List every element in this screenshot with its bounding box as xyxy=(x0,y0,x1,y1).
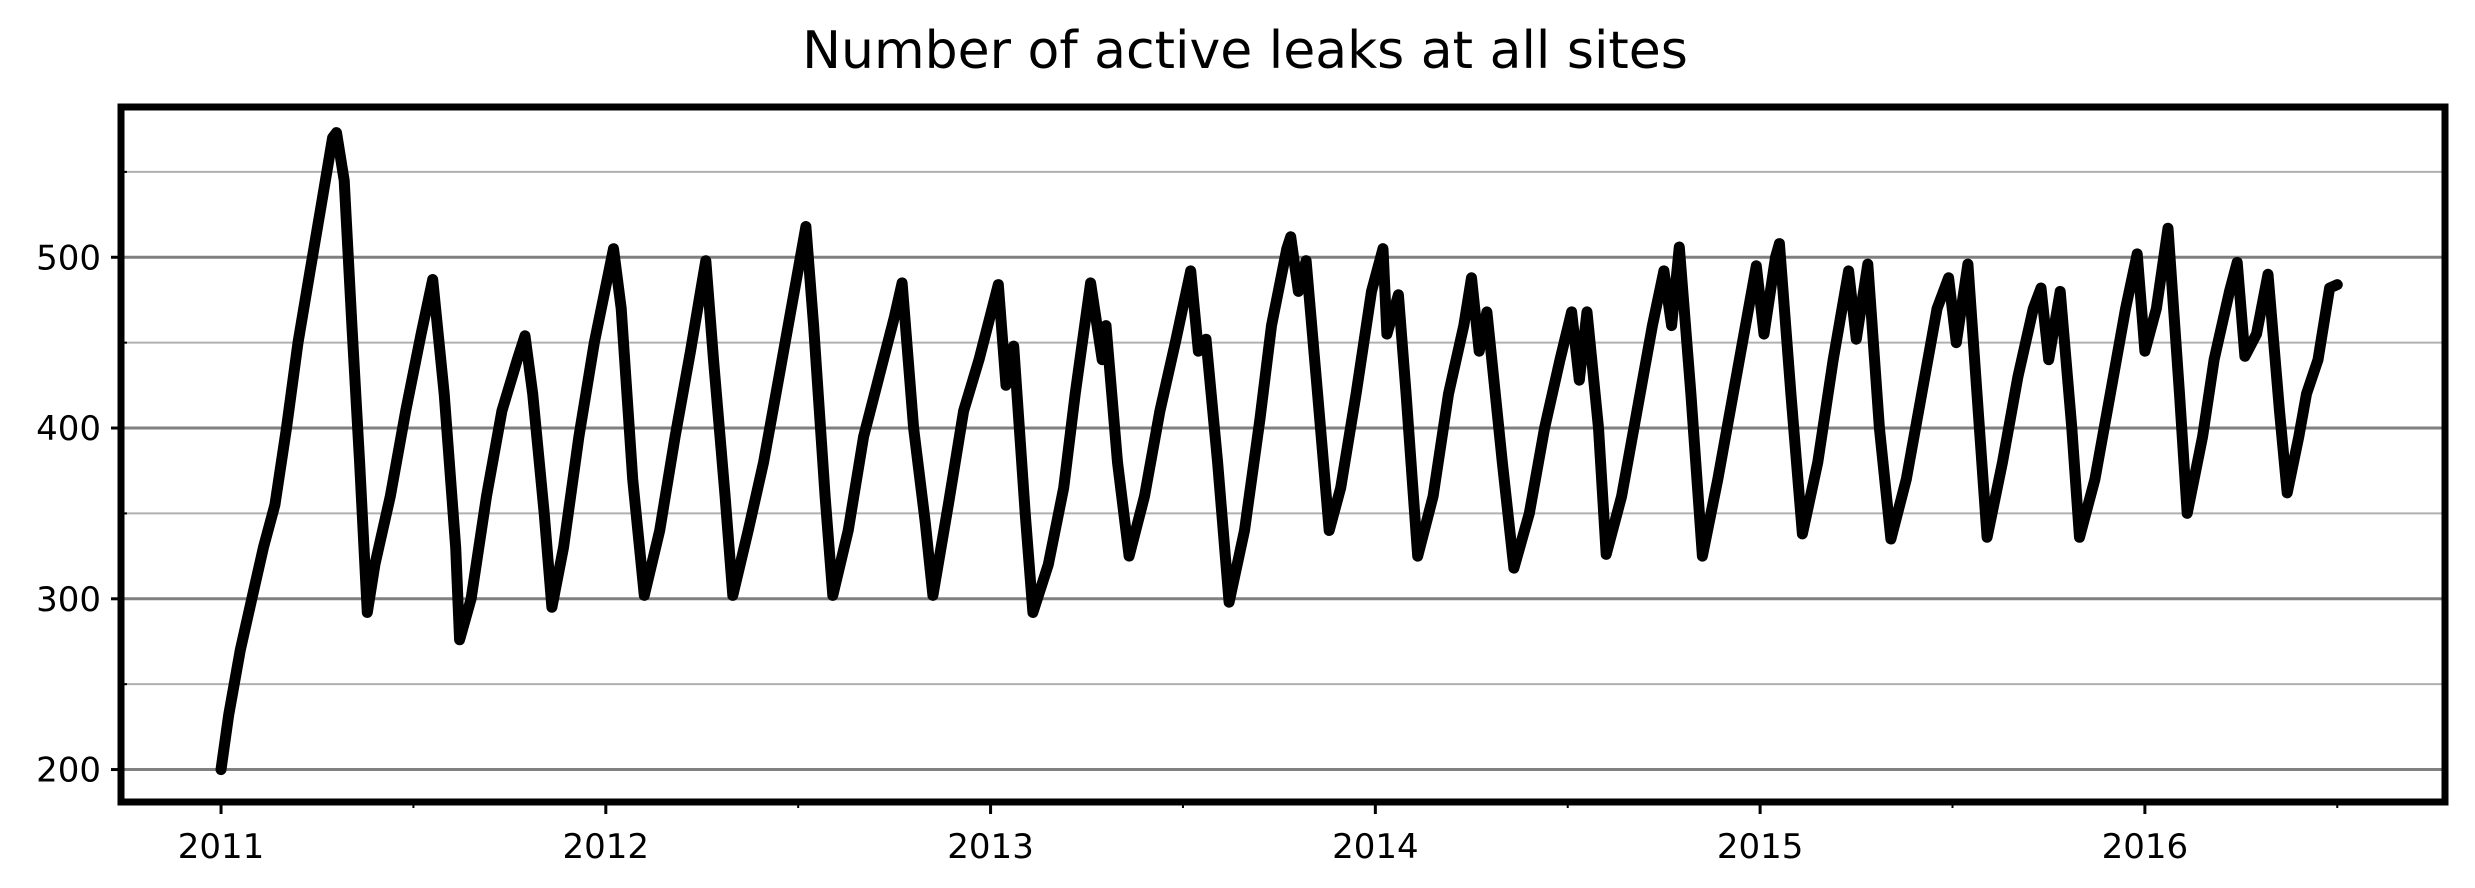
x-tick-label: 2014 xyxy=(1332,827,1419,867)
y-tick-label: 200 xyxy=(36,751,101,791)
plot-frame xyxy=(117,103,2449,806)
tick-labels: 200 300 400 500 2011 2012 2013 2014 2015 2016 xyxy=(36,238,2188,867)
x-tick-label: 2015 xyxy=(1717,827,1804,867)
y-tick-label: 500 xyxy=(36,238,101,278)
grid-lines xyxy=(121,170,2445,772)
x-tick-label: 2013 xyxy=(947,827,1034,867)
x-tick-label: 2016 xyxy=(2102,827,2189,867)
y-tick-label: 300 xyxy=(36,580,101,620)
chart-title: Number of active leaks at all sites xyxy=(802,21,1688,81)
y-tick-label: 400 xyxy=(36,409,101,449)
x-tick-label: 2011 xyxy=(178,827,265,867)
series-line xyxy=(215,127,2343,776)
x-tick-label: 2012 xyxy=(563,827,650,867)
series-group xyxy=(215,127,2343,776)
